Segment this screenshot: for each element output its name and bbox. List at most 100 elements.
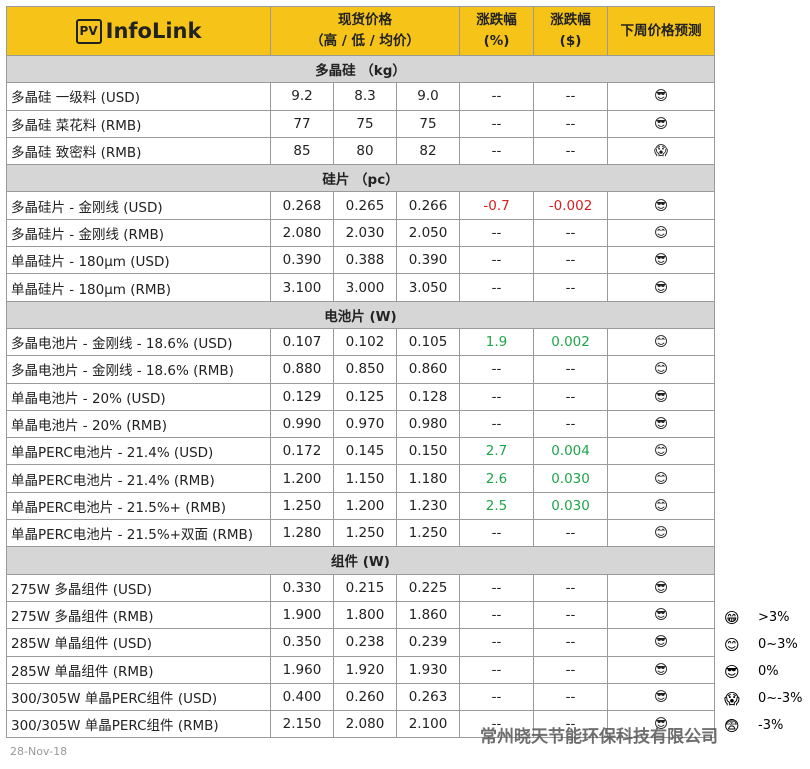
cell: 3.100 <box>270 273 334 302</box>
product-name: 单晶PERC电池片 - 21.4% (USD) <box>6 437 271 466</box>
legend-icon: 😎 <box>724 662 740 681</box>
forecast: 😎 <box>607 382 716 411</box>
data-row: 285W 单晶组件 (RMB) 1.960 1.920 1.930 -- -- 😎 <box>6 655 716 684</box>
cell: 0.390 <box>270 246 334 275</box>
cell: 75 <box>333 109 397 138</box>
cell: 1.920 <box>333 655 397 684</box>
product-name: 单晶PERC电池片 - 21.5%+ (RMB) <box>6 491 271 521</box>
product-name: 多晶硅片 - 金刚线 (USD) <box>6 191 271 220</box>
cell: -- <box>459 628 535 657</box>
cell: 0.268 <box>270 191 334 220</box>
data-row: 275W 多晶组件 (USD) 0.330 0.215 0.225 -- -- 😎 <box>6 573 716 602</box>
cell: -- <box>533 218 609 248</box>
cell: 0.266 <box>395 191 461 220</box>
header-text: (%) <box>483 33 510 49</box>
cell: -- <box>533 710 609 739</box>
cell: -- <box>533 628 609 657</box>
cell: 75 <box>395 109 461 138</box>
cell: -- <box>533 655 609 684</box>
section-title: 硅片 （pc） <box>5 164 716 193</box>
date: 28-Nov-18 <box>10 745 68 758</box>
product-name: 多晶硅 致密料 (RMB) <box>6 136 271 166</box>
cell: 2.030 <box>333 218 397 248</box>
data-row: 单晶电池片 - 20% (RMB) 0.990 0.970 0.980 -- -- 😎 <box>6 409 716 439</box>
cell: 0.030 <box>533 464 609 493</box>
legend-icon: 😊 <box>724 635 740 654</box>
cell: 0.128 <box>395 382 461 411</box>
legend-icon: 😨 <box>724 716 740 735</box>
header-text: ($) <box>559 33 582 49</box>
cell: 1.250 <box>395 519 461 548</box>
cell: 0.145 <box>333 437 397 466</box>
cell: -- <box>459 682 535 712</box>
cell: 77 <box>270 109 334 138</box>
cell: 80 <box>333 136 397 166</box>
forecast: 😊 <box>607 437 716 466</box>
cell: 0.129 <box>270 382 334 411</box>
forecast: 😎 <box>607 409 716 439</box>
cell: -- <box>459 409 535 439</box>
legend-label: -3% <box>758 718 784 733</box>
data-row: 单晶硅片 - 180μm (RMB) 3.100 3.000 3.050 -- -- 😎 <box>6 273 716 302</box>
cell: -- <box>533 600 609 630</box>
forecast: 😊 <box>607 519 716 548</box>
data-row: 单晶PERC电池片 - 21.5%+ (RMB) 1.250 1.200 1.230 2… <box>6 491 716 521</box>
data-row: 多晶电池片 - 金刚线 - 18.6% (RMB) 0.880 0.850 0.860… <box>6 355 716 384</box>
header-text: 涨跌幅 <box>550 12 591 28</box>
cell: 0.850 <box>333 355 397 384</box>
cell: 0.004 <box>533 437 609 466</box>
data-row: 多晶硅 致密料 (RMB) 85 80 82 -- -- 😱 <box>6 136 716 166</box>
cell: 2.6 <box>459 464 535 493</box>
cell: -- <box>459 655 535 684</box>
cell: 1.9 <box>459 327 535 357</box>
product-name: 多晶硅 一级料 (USD) <box>6 82 271 111</box>
header-text: 现货价格 <box>338 12 393 28</box>
cell: 2.080 <box>270 218 334 248</box>
cell: 0.330 <box>270 573 334 602</box>
cell: 0.239 <box>395 628 461 657</box>
legend-label: 0% <box>758 664 779 679</box>
cell: -- <box>459 82 535 111</box>
product-name: 275W 多晶组件 (RMB) <box>6 600 271 630</box>
cell: -- <box>459 519 535 548</box>
cell: -- <box>459 600 535 630</box>
legend-item: 😁 >3% <box>724 604 808 631</box>
forecast: 😎 <box>607 682 716 712</box>
section-row: 组件 (W) <box>5 546 716 575</box>
forecast: 😎 <box>607 109 716 138</box>
forecast: 😊 <box>607 218 716 248</box>
cell: 2.5 <box>459 491 535 521</box>
cell: 1.900 <box>270 600 334 630</box>
legend-item: 😎 0% <box>724 658 808 685</box>
cell: 1.200 <box>333 491 397 521</box>
forecast: 😱 <box>607 136 716 166</box>
cell: -- <box>533 355 609 384</box>
cell: -- <box>459 136 535 166</box>
product-name: 单晶硅片 - 180μm (USD) <box>6 246 271 275</box>
forecast: 😎 <box>607 573 716 602</box>
cell: -- <box>533 682 609 712</box>
data-row: 单晶PERC电池片 - 21.5%+双面 (RMB) 1.280 1.250 1.25… <box>6 519 716 548</box>
data-row: 多晶电池片 - 金刚线 - 18.6% (USD) 0.107 0.102 0.105… <box>6 327 716 357</box>
cell: 1.280 <box>270 519 334 548</box>
product-name: 多晶电池片 - 金刚线 - 18.6% (RMB) <box>6 355 271 384</box>
cell: -- <box>459 218 535 248</box>
cell: 0.970 <box>333 409 397 439</box>
cell: 1.800 <box>333 600 397 630</box>
cell: 0.990 <box>270 409 334 439</box>
header-cell: 涨跌幅 (%) <box>459 6 535 56</box>
cell: -- <box>533 109 609 138</box>
data-row: 275W 多晶组件 (RMB) 1.900 1.800 1.860 -- -- 😎 <box>6 600 716 630</box>
cell: 0.265 <box>333 191 397 220</box>
data-row: 300/305W 单晶PERC组件 (USD) 0.400 0.260 0.263 --… <box>6 682 716 712</box>
cell: 1.150 <box>333 464 397 493</box>
cell: 85 <box>270 136 334 166</box>
cell: -- <box>459 246 535 275</box>
cell: -- <box>533 519 609 548</box>
data-row: 多晶硅 菜花料 (RMB) 77 75 75 -- -- 😎 <box>6 109 716 138</box>
section-row: 多晶硅 （kg） <box>5 54 716 84</box>
cell: 2.7 <box>459 437 535 466</box>
product-name: 多晶硅 菜花料 (RMB) <box>6 109 271 138</box>
cell: 0.400 <box>270 682 334 712</box>
legend-label: 0~3% <box>758 637 798 652</box>
